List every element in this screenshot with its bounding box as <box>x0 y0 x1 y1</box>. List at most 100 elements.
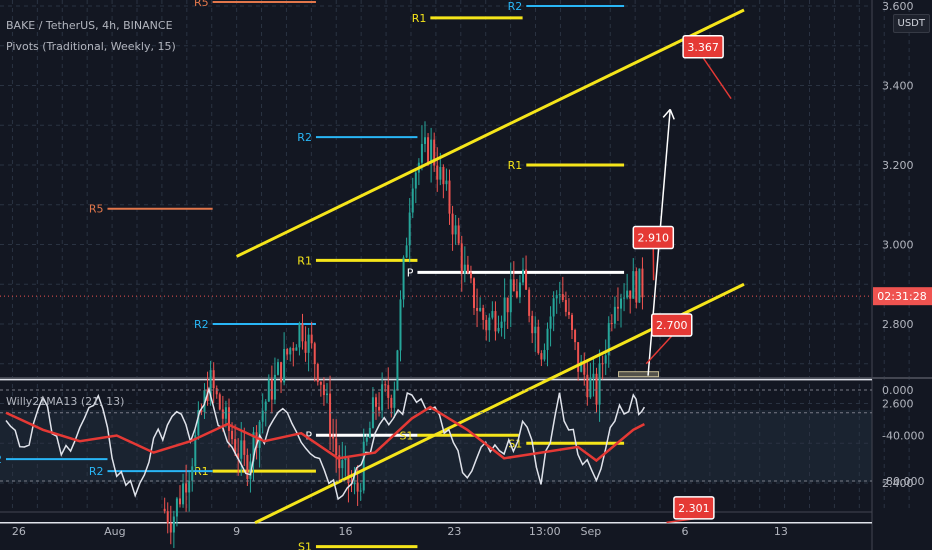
candle-body <box>488 317 491 331</box>
candle-body <box>313 343 316 365</box>
candle-body <box>267 379 270 402</box>
candle-body <box>197 410 200 436</box>
candle-body <box>494 311 497 332</box>
candle-body <box>515 291 518 298</box>
time-tick-label: 26 <box>12 525 26 538</box>
candle-body <box>292 348 295 351</box>
candle-body <box>463 264 466 274</box>
candle-body <box>629 290 632 299</box>
willy-fast-line <box>5 386 646 501</box>
candle-body <box>191 466 194 481</box>
pivot-label-s1: S1 <box>399 429 413 442</box>
candle-body <box>344 458 347 461</box>
candle-body <box>442 166 445 185</box>
pivot-label-s1: S1 <box>298 541 312 550</box>
candle-body <box>436 165 439 180</box>
candle-body <box>414 172 417 189</box>
time-tick-label: 13 <box>774 525 788 538</box>
candle-body <box>589 377 592 398</box>
candle-body <box>623 297 626 299</box>
candle-body <box>454 225 457 235</box>
candle-body <box>430 139 433 164</box>
candle-body <box>595 373 598 405</box>
callout-text: 3.367 <box>687 41 719 54</box>
candle-body <box>607 323 610 356</box>
candle-body <box>227 407 230 431</box>
candle-body <box>402 257 405 300</box>
candle-body <box>405 245 408 258</box>
candle-body <box>261 410 264 422</box>
candle-body <box>466 264 469 273</box>
candle-body <box>531 315 534 334</box>
price-tick-label: 3.000 <box>882 239 914 252</box>
candle-body <box>252 432 255 462</box>
candle-body <box>518 282 521 298</box>
candle-body <box>221 409 224 419</box>
candle-body <box>188 480 191 493</box>
price-tick-label: 2.400 <box>882 477 914 490</box>
candle-body <box>249 461 252 479</box>
indicator-tick-label: -80.000 <box>882 475 924 488</box>
candle-body <box>610 323 613 325</box>
time-tick-label: 9 <box>233 525 240 538</box>
candle-body <box>273 374 276 400</box>
candle-body <box>276 362 279 375</box>
candle-body <box>172 516 175 533</box>
currency-unit-badge[interactable]: USDT <box>892 14 930 33</box>
callout-text: 2.301 <box>678 502 710 515</box>
price-callout: 2.700 <box>645 313 693 365</box>
callout-box <box>682 35 724 59</box>
candle-body <box>555 295 558 299</box>
candle-body <box>423 137 426 144</box>
candle-body <box>231 430 234 440</box>
channel-line-upper <box>235 8 745 258</box>
candle-body <box>255 432 258 448</box>
candle-body <box>378 406 381 411</box>
candle-body <box>163 508 166 512</box>
willy-indicator-label[interactable]: Willy21MA13 (21, 13) <box>6 395 125 408</box>
callout-pointer <box>645 335 673 365</box>
candle-body <box>280 362 283 383</box>
time-axis: 26 Aug 9 16 23 13:00 Sep 6 13 <box>12 525 788 538</box>
pivots-indicator-label[interactable]: Pivots (Traditional, Weekly, 15) <box>6 40 176 53</box>
candle-body <box>598 363 601 405</box>
candle-body <box>451 213 454 235</box>
symbol-title[interactable]: BAKE / TetherUS, 4h, BINANCE <box>6 19 173 32</box>
candle-body <box>620 298 623 309</box>
candle-body <box>365 437 368 442</box>
candle-body <box>534 326 537 334</box>
candle-body <box>399 299 402 351</box>
candle-body <box>408 212 411 246</box>
candle-body <box>240 440 243 459</box>
candle-body <box>525 269 528 290</box>
candle-body <box>335 438 338 456</box>
candle-body <box>359 490 362 492</box>
candle-body <box>586 374 589 398</box>
candle-body <box>638 268 641 303</box>
candle-body <box>169 523 172 533</box>
pivot-label-r2: R2 <box>89 465 104 478</box>
candle-body <box>347 458 350 484</box>
candle-body <box>209 370 212 402</box>
candle-body <box>543 350 546 360</box>
pivot-label-r5: R5 <box>194 0 209 9</box>
candles <box>163 121 644 549</box>
candle-body <box>185 483 188 493</box>
candle-body <box>577 342 580 372</box>
pivot-label-p: P <box>407 266 414 279</box>
candle-body <box>307 334 310 353</box>
arrow-head-icon <box>662 108 675 120</box>
candle-body <box>641 268 644 298</box>
candle-body <box>528 289 531 316</box>
callout-text: 2.910 <box>638 232 670 245</box>
candle-body <box>522 269 525 283</box>
candle-body <box>613 306 616 324</box>
support-box <box>618 371 660 378</box>
price-axis: 3.600 3.400 3.200 3.000 2.800 2.600 2.400 02:31… <box>873 0 932 490</box>
callout-pointer <box>702 57 732 100</box>
price-callout: 2.301 <box>666 496 715 524</box>
pivot-label-r2: R2 <box>0 453 2 466</box>
candle-body <box>237 453 240 459</box>
candle-body <box>479 307 482 311</box>
